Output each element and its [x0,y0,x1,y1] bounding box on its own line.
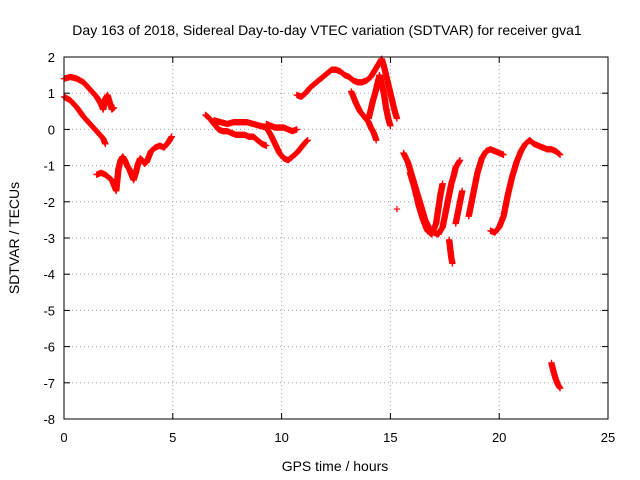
data-series-track [400,149,464,238]
x-tick-label: 5 [169,430,176,445]
data-series-track [487,137,564,236]
data-point [556,150,563,158]
data-points [60,55,564,392]
plot-frame [63,56,609,420]
y-tick-label: -6 [43,340,55,355]
x-tick-label: 20 [492,430,506,445]
data-series-track [60,73,118,113]
data-point [555,150,562,157]
data-point [393,115,401,122]
data-series-track [202,111,270,149]
data-series-track [465,146,507,220]
x-tick-label: 10 [274,430,288,445]
x-tick-label: 25 [601,430,615,445]
data-point [449,260,456,267]
y-tick-label: -1 [43,159,55,174]
data-point [373,137,380,144]
data-series-track [365,71,394,129]
x-tick-label: 0 [60,430,67,445]
data-series-track [93,133,175,195]
y-tick-label: -7 [43,376,55,391]
data-point [304,137,311,144]
data-point [109,105,116,113]
y-tick-label: -2 [43,195,55,210]
data-series-track [452,187,466,227]
data-point [110,105,117,112]
data-point [556,385,564,392]
x-tick-labels: 0 5 10 15 20 25 [60,430,615,445]
x-axis-title: GPS time / hours [282,458,389,474]
y-axis-title: SDTVAR / TECUs [6,182,22,294]
data-point [303,138,310,145]
data-point [500,151,507,158]
data-series-track [263,120,301,135]
data-series-track [445,236,456,267]
data-point [556,151,564,158]
data-point [102,140,109,148]
y-tick-label: -4 [43,267,55,282]
y-tick-label: -8 [43,412,55,427]
y-tick-labels: -8 -7 -6 -5 -4 -3 -2 -1 0 1 2 [43,50,55,427]
data-point [393,205,401,213]
data-point [263,142,270,149]
data-series-track [210,117,311,164]
y-tick-label: -3 [43,231,55,246]
chart-title: Day 163 of 2018, Sidereal Day-to-day VTE… [72,22,582,38]
data-series-track [548,359,564,392]
y-tick-label: 1 [48,86,55,101]
data-point [439,180,446,187]
data-point [110,104,118,111]
y-tick-label: 2 [48,50,55,65]
data-point [459,187,466,195]
y-tick-label: 0 [48,122,55,137]
data-point [168,133,175,140]
data-point [293,126,301,133]
y-tick-label: -5 [43,303,55,318]
data-series-track [60,93,109,148]
data-point [303,137,311,145]
data-series-track [393,205,401,213]
x-tick-label: 15 [383,430,397,445]
data-point [387,122,394,129]
data-point [456,156,464,164]
data-series-track [293,55,401,122]
data-series-track [406,169,446,238]
grid [64,57,608,419]
